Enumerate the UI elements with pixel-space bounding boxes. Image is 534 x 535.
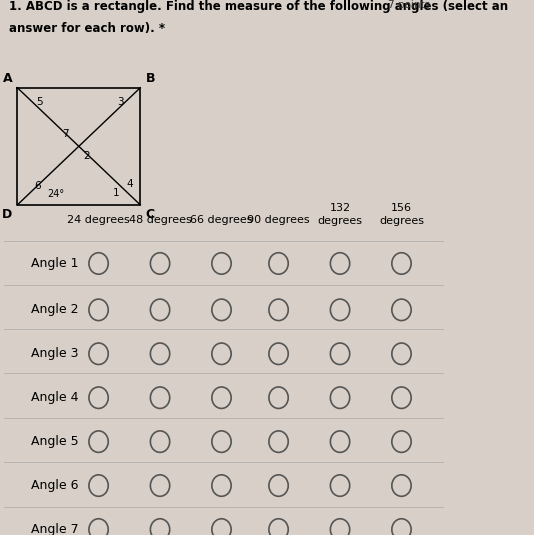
Text: 7: 7 xyxy=(62,129,69,139)
Text: answer for each row). *: answer for each row). * xyxy=(9,22,164,35)
Text: Angle 5: Angle 5 xyxy=(30,435,78,448)
Text: 4: 4 xyxy=(126,179,132,189)
Text: 2: 2 xyxy=(83,151,90,161)
Text: 90 degrees: 90 degrees xyxy=(247,215,310,225)
Text: 24 degrees: 24 degrees xyxy=(67,215,130,225)
Text: B: B xyxy=(146,72,155,85)
Text: C: C xyxy=(146,208,155,221)
Text: Angle 7: Angle 7 xyxy=(30,523,78,535)
Text: 3: 3 xyxy=(117,97,124,108)
Text: Angle 6: Angle 6 xyxy=(30,479,78,492)
Text: D: D xyxy=(2,208,12,221)
Text: 1. ABCD is a rectangle. Find the measure of the following angles (select an: 1. ABCD is a rectangle. Find the measure… xyxy=(9,0,508,13)
Text: 156: 156 xyxy=(391,203,412,213)
Text: Angle 4: Angle 4 xyxy=(30,391,78,404)
Text: 48 degrees: 48 degrees xyxy=(129,215,191,225)
Text: 132: 132 xyxy=(329,203,351,213)
Text: 66 degrees: 66 degrees xyxy=(190,215,253,225)
Text: Angle 2: Angle 2 xyxy=(30,303,78,316)
Text: 5: 5 xyxy=(36,97,43,108)
Text: degrees: degrees xyxy=(318,216,363,226)
Text: 1: 1 xyxy=(113,188,120,197)
Text: 24°: 24° xyxy=(47,189,64,199)
Text: 6: 6 xyxy=(34,181,41,192)
Text: A: A xyxy=(3,72,12,85)
Text: degrees: degrees xyxy=(379,216,424,226)
Text: 7 points: 7 points xyxy=(388,0,430,10)
Text: Angle 1: Angle 1 xyxy=(30,257,78,270)
Text: Angle 3: Angle 3 xyxy=(30,347,78,360)
